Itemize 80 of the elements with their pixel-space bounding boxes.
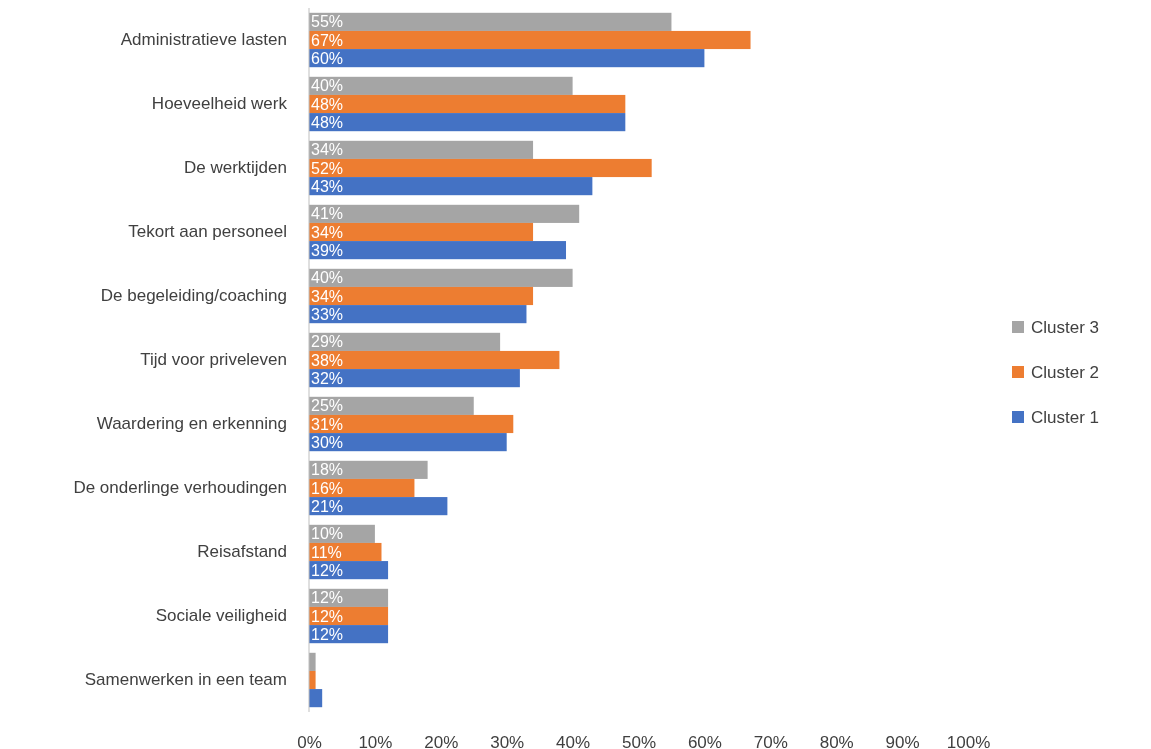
y-tick-label: De werktijden bbox=[184, 158, 287, 178]
x-tick-label: 100% bbox=[946, 733, 991, 749]
data-label: 48% bbox=[311, 95, 344, 113]
bar bbox=[309, 30, 751, 50]
y-tick-label: Tekort aan personeel bbox=[128, 222, 287, 242]
data-label: 41% bbox=[311, 205, 344, 223]
y-tick-label: Sociale veiligheid bbox=[155, 606, 287, 626]
legend-label: Cluster 3 bbox=[1031, 317, 1100, 337]
bar bbox=[309, 369, 520, 388]
data-label: 12% bbox=[311, 589, 344, 607]
y-tick-label: Administratieve lasten bbox=[120, 30, 287, 50]
x-tick-label: 30% bbox=[490, 733, 525, 749]
bar bbox=[309, 268, 573, 287]
legend-label: Cluster 2 bbox=[1031, 362, 1100, 382]
bar bbox=[309, 396, 474, 415]
bar bbox=[309, 94, 626, 114]
bar bbox=[309, 140, 534, 159]
data-label: 33% bbox=[311, 305, 344, 323]
x-tick-label: 50% bbox=[621, 733, 657, 749]
bar bbox=[309, 497, 448, 516]
data-label: 11% bbox=[311, 543, 342, 561]
data-label: 67% bbox=[311, 31, 344, 49]
bar bbox=[309, 350, 560, 370]
bar bbox=[309, 652, 316, 671]
bar bbox=[309, 49, 705, 68]
data-label: 18% bbox=[311, 461, 344, 479]
data-label: 40% bbox=[311, 77, 344, 95]
bar bbox=[309, 286, 534, 306]
data-label: 25% bbox=[311, 397, 344, 415]
bar bbox=[309, 305, 527, 324]
x-tick-label: 0% bbox=[297, 733, 322, 749]
data-label: 16% bbox=[311, 479, 344, 497]
legend-label: Cluster 1 bbox=[1031, 407, 1100, 427]
y-tick-label: De begeleiding/coaching bbox=[100, 286, 287, 306]
data-label: 48% bbox=[311, 113, 344, 131]
data-label: 31% bbox=[311, 415, 344, 433]
bar bbox=[309, 204, 580, 223]
bar bbox=[309, 332, 501, 351]
x-tick-label: 60% bbox=[687, 733, 722, 749]
data-label: 43% bbox=[311, 177, 344, 195]
data-label: 60% bbox=[311, 49, 344, 67]
bar bbox=[309, 12, 672, 31]
data-label: 12% bbox=[311, 625, 344, 643]
data-label: 12% bbox=[311, 561, 344, 579]
data-label: 52% bbox=[311, 159, 344, 177]
data-label: 12% bbox=[311, 607, 344, 625]
bar bbox=[309, 113, 626, 132]
x-tick-label: 70% bbox=[753, 733, 788, 749]
y-tick-label: Tijd voor priveleven bbox=[140, 350, 287, 370]
bar bbox=[309, 222, 534, 242]
bar bbox=[309, 241, 567, 260]
data-label: 40% bbox=[311, 269, 344, 287]
x-tick-label: 90% bbox=[885, 733, 920, 749]
data-label: 10% bbox=[311, 525, 344, 543]
data-label: 39% bbox=[311, 241, 344, 259]
data-label: 38% bbox=[311, 351, 344, 369]
bar bbox=[309, 433, 507, 452]
data-label: 34% bbox=[311, 223, 344, 241]
data-label: 55% bbox=[311, 13, 344, 31]
x-tick-label: 40% bbox=[556, 733, 591, 749]
x-tick-label: 80% bbox=[819, 733, 854, 749]
y-tick-label: Hoeveelheid werk bbox=[151, 94, 288, 114]
y-tick-label: De onderlinge verhoudingen bbox=[73, 478, 287, 498]
bar bbox=[309, 670, 316, 690]
bar bbox=[309, 414, 514, 434]
bar bbox=[309, 158, 652, 178]
data-label: 30% bbox=[311, 433, 344, 451]
data-label: 29% bbox=[311, 333, 344, 351]
data-label: 21% bbox=[311, 497, 344, 515]
bar bbox=[309, 76, 573, 95]
y-tick-label: Reisafstand bbox=[197, 542, 287, 562]
y-tick-label: Waardering en erkenning bbox=[96, 414, 287, 434]
x-tick-label: 20% bbox=[424, 733, 459, 749]
data-label: 32% bbox=[311, 369, 344, 387]
bar bbox=[309, 689, 323, 708]
data-label: 34% bbox=[311, 287, 344, 305]
x-tick-label: 10% bbox=[358, 733, 393, 749]
bar bbox=[309, 177, 593, 196]
data-label: 34% bbox=[311, 141, 344, 159]
y-tick-label: Samenwerken in een team bbox=[84, 670, 287, 690]
